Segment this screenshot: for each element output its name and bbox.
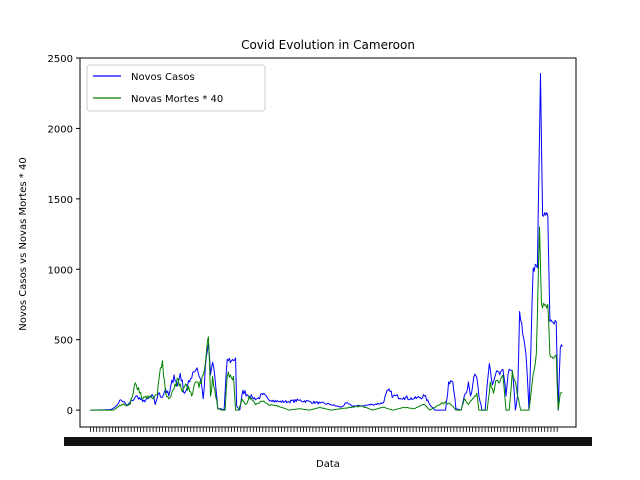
y-tick-label: 2500 <box>48 54 73 65</box>
x-axis-label: Data <box>316 459 340 470</box>
legend-label-novas-mortes: Novas Mortes * 40 <box>131 94 223 105</box>
plot-frame <box>79 57 577 428</box>
y-axis-label: Novos Casos vs Novas Mortes * 40 <box>18 157 29 330</box>
y-tick-label: 2000 <box>48 124 73 135</box>
plot-area <box>90 73 563 411</box>
y-tick-label: 1000 <box>48 265 73 276</box>
y-tick-label: 1500 <box>48 195 73 206</box>
x-tick-labels-overlap <box>64 437 592 446</box>
legend: Novos Casos Novas Mortes * 40 <box>86 64 266 112</box>
y-axis: 0 500 1000 1500 2000 2500 <box>48 54 80 417</box>
chart-title: Covid Evolution in Cameroon <box>241 38 415 52</box>
legend-box <box>86 64 266 112</box>
y-tick-label: 0 <box>67 406 73 417</box>
y-tick-label: 500 <box>54 336 73 347</box>
series-line-novas-mortes <box>90 226 563 411</box>
legend-label-novos-casos: Novos Casos <box>131 72 195 83</box>
x-axis <box>64 427 592 446</box>
